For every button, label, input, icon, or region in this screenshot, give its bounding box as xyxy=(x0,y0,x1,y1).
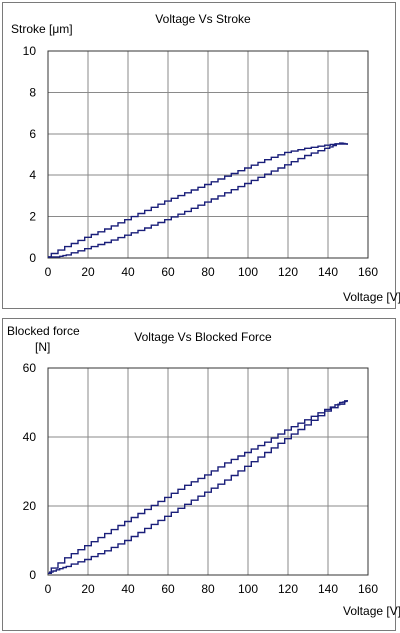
x-tick-label: 80 xyxy=(201,582,215,596)
x-tick-label: 160 xyxy=(358,582,378,596)
x-axis-label: Voltage [V] xyxy=(343,290,400,304)
x-tick-label: 60 xyxy=(161,265,175,279)
y-tick-label: 2 xyxy=(29,210,36,224)
x-tick-label: 20 xyxy=(81,265,95,279)
chart-title: Voltage Vs Stroke xyxy=(155,12,251,26)
y-axis-label: Stroke [μm] xyxy=(11,22,73,36)
series-line-0 xyxy=(48,400,348,574)
plot-frame xyxy=(47,50,369,259)
x-tick-label: 160 xyxy=(358,265,378,279)
y-tick-label: 20 xyxy=(23,499,37,513)
y-tick-label: 60 xyxy=(23,361,37,375)
y-tick-label: 8 xyxy=(29,85,36,99)
y-tick-label: 4 xyxy=(29,168,36,182)
stroke-chart-panel: 0 20 40 60 80 100 120 140 160 0 2 4 6 8 10 Voltage Vs S… xyxy=(2,2,400,309)
y-axis-label: Blocked force [N] xyxy=(7,324,80,354)
y-tick-label: 40 xyxy=(23,430,37,444)
x-tick-label: 60 xyxy=(161,582,175,596)
force-chart-panel: 0 20 40 60 80 100 120 140 160 0 20 40 60 Voltage Vs B… xyxy=(2,318,400,631)
series-line-1 xyxy=(48,400,348,574)
y-tick-label: 10 xyxy=(23,44,37,58)
y-tick-label: 0 xyxy=(29,568,36,582)
series-line-0 xyxy=(48,142,348,258)
x-tick-label: 40 xyxy=(121,582,135,596)
x-tick-label: 0 xyxy=(45,265,52,279)
y-tick-label: 0 xyxy=(29,251,36,265)
x-tick-label: 0 xyxy=(45,582,52,596)
x-tick-label: 140 xyxy=(318,582,338,596)
x-tick-label: 140 xyxy=(318,265,338,279)
x-tick-label: 40 xyxy=(121,265,135,279)
x-tick-label: 80 xyxy=(201,265,215,279)
x-tick-label: 120 xyxy=(278,582,298,596)
force-chart: 0 20 40 60 80 100 120 140 160 0 20 40 60 Voltage Vs B… xyxy=(7,324,400,618)
stroke-chart: 0 20 40 60 80 100 120 140 160 0 2 4 6 8 10 Voltage Vs S… xyxy=(11,12,400,304)
x-tick-label: 20 xyxy=(81,582,95,596)
x-axis-label: Voltage [V] xyxy=(343,604,400,618)
x-tick-label: 100 xyxy=(238,265,258,279)
series-line-1 xyxy=(48,143,348,258)
y-tick-label: 6 xyxy=(29,127,36,141)
chart-title: Voltage Vs Blocked Force xyxy=(134,330,272,344)
x-tick-label: 120 xyxy=(278,265,298,279)
x-tick-label: 100 xyxy=(238,582,258,596)
plot-frame xyxy=(47,367,369,576)
